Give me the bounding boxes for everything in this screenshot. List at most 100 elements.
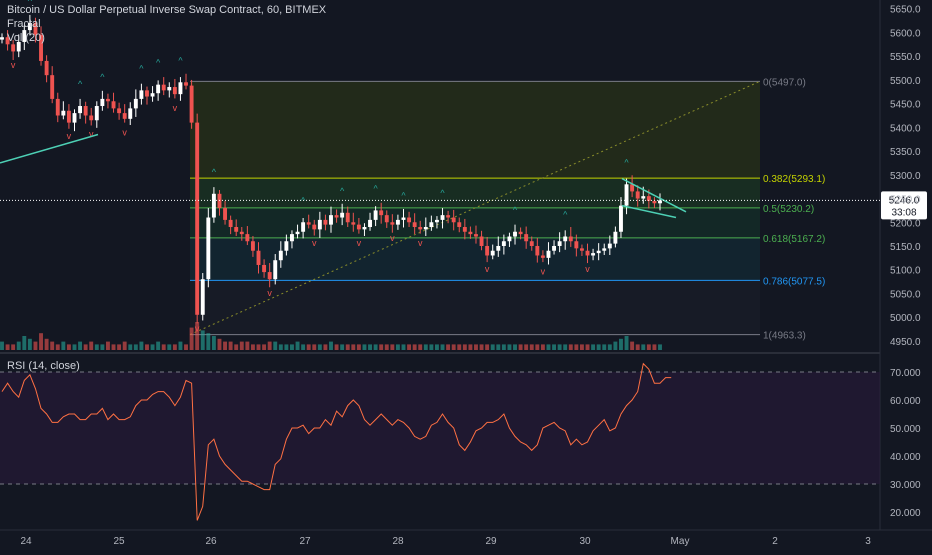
candle-body	[0, 37, 4, 40]
volume-bar	[379, 344, 384, 350]
volume-bar	[535, 344, 540, 350]
fractal-up-marker: ^	[178, 55, 183, 65]
fractal-markers: v^v^v^v^^v^v^v^v^v^v^v^v^v^v^	[11, 0, 630, 333]
rsi-axis-tick: 30.000	[890, 480, 921, 491]
volume-bar	[540, 344, 545, 350]
price-axis-tick: 5350.0	[890, 147, 921, 158]
candle-body	[440, 215, 445, 220]
fractal-up-marker: ^	[139, 63, 144, 73]
volume-bar	[250, 344, 255, 350]
volume-bar	[273, 341, 278, 350]
volume-bar	[373, 344, 378, 350]
volume-bar	[390, 344, 395, 350]
candle-body	[295, 231, 300, 235]
candle-body	[228, 219, 233, 228]
price-axis-tick: 5200.0	[890, 218, 921, 229]
volume-bar	[334, 344, 339, 350]
volume-bar	[596, 344, 601, 350]
candle-body	[529, 241, 534, 246]
fractal-up-marker: ^	[212, 167, 217, 177]
drawings[interactable]: 5246.033:08	[0, 133, 927, 220]
rsi-band	[0, 372, 880, 484]
rsi-axis-tick: 40.000	[890, 452, 921, 463]
volume-bar	[646, 344, 651, 350]
volume-bar	[312, 344, 317, 350]
candle-body	[635, 191, 640, 199]
volume-bar	[94, 344, 99, 350]
candle-body	[630, 184, 635, 192]
candle-body	[78, 106, 83, 114]
symbol-title[interactable]: Bitcoin / US Dollar Perpetual Inverse Sw…	[7, 4, 327, 16]
candle-body	[390, 222, 395, 225]
axes[interactable]: 5650.0 5600.0 5550.0 5500.0 5450.0 5400.0 5350…	[20, 5, 921, 547]
candle-body	[301, 222, 306, 232]
volume-bar	[100, 344, 105, 350]
candle-body	[172, 87, 177, 95]
volume-bar	[195, 322, 200, 350]
volume-bar	[563, 344, 568, 350]
candle-body	[658, 200, 662, 204]
candle-body	[652, 200, 657, 204]
candle-body	[468, 231, 473, 235]
candle-body	[535, 245, 540, 256]
volume-bar	[552, 344, 557, 350]
candle-body	[496, 245, 501, 251]
price-axis-tick: 5600.0	[890, 28, 921, 39]
time-axis-tick: 25	[113, 536, 125, 547]
candle-body	[485, 245, 490, 256]
volume-bar	[39, 333, 43, 350]
candle-body	[334, 215, 339, 218]
rsi-axis-tick: 60.000	[890, 396, 921, 407]
volume-bar	[323, 344, 328, 350]
volume-bar	[434, 344, 439, 350]
volume-bar	[457, 344, 462, 350]
candle-body	[356, 224, 361, 230]
fib-retracement[interactable]: 0(5497.0) 0.382(5293.1) 0.5(5230.2) 0.618(5…	[189, 77, 825, 342]
volume-bar	[61, 341, 66, 350]
candle-body	[362, 227, 367, 230]
volume-bar	[178, 341, 183, 350]
candle-body	[267, 272, 272, 280]
fractal-down-marker: v	[122, 127, 127, 137]
volume-bar	[16, 341, 21, 350]
candle-body	[83, 106, 88, 116]
rsi-indicator	[0, 362, 880, 521]
fractal-up-marker: ^	[340, 186, 345, 196]
candle-body	[401, 217, 406, 220]
volume-bar	[306, 344, 311, 350]
price-axis-tick: 5150.0	[890, 242, 921, 253]
fractal-down-marker: v	[418, 238, 423, 248]
candle-body	[429, 222, 434, 228]
candle-body	[368, 219, 372, 228]
volume-bar	[568, 344, 573, 350]
fractal-up-marker: ^	[624, 157, 629, 167]
price-axis-tick: 5500.0	[890, 76, 921, 87]
indicator-fractal-label[interactable]: Fractal	[7, 18, 41, 30]
fib-level-label: 0.786(5077.5)	[763, 276, 825, 287]
volume-bar	[27, 338, 32, 350]
candle-body	[250, 241, 255, 251]
rsi-label[interactable]: RSI (14, close)	[7, 360, 80, 372]
volume-bar	[423, 344, 428, 350]
candle-body	[284, 241, 289, 251]
fib-zone	[190, 207, 760, 238]
candle-body	[39, 34, 43, 61]
fractal-down-marker: v	[390, 233, 395, 243]
candles	[0, 14, 662, 324]
volume-bar	[401, 344, 406, 350]
volume-bar	[156, 341, 161, 350]
rsi-axis-tick: 20.000	[890, 508, 921, 519]
candle-body	[312, 224, 317, 230]
volume-bar	[239, 341, 244, 350]
volume-bar	[206, 333, 211, 350]
volume-bar	[189, 327, 194, 350]
indicator-volume-label[interactable]: Vol (20)	[7, 32, 45, 44]
volume-bar	[284, 344, 289, 350]
volume-bar	[579, 344, 584, 350]
candle-body	[501, 241, 506, 246]
candle-body	[223, 208, 228, 220]
volume-bar	[641, 344, 646, 350]
time-axis-tick: 24	[20, 536, 32, 547]
